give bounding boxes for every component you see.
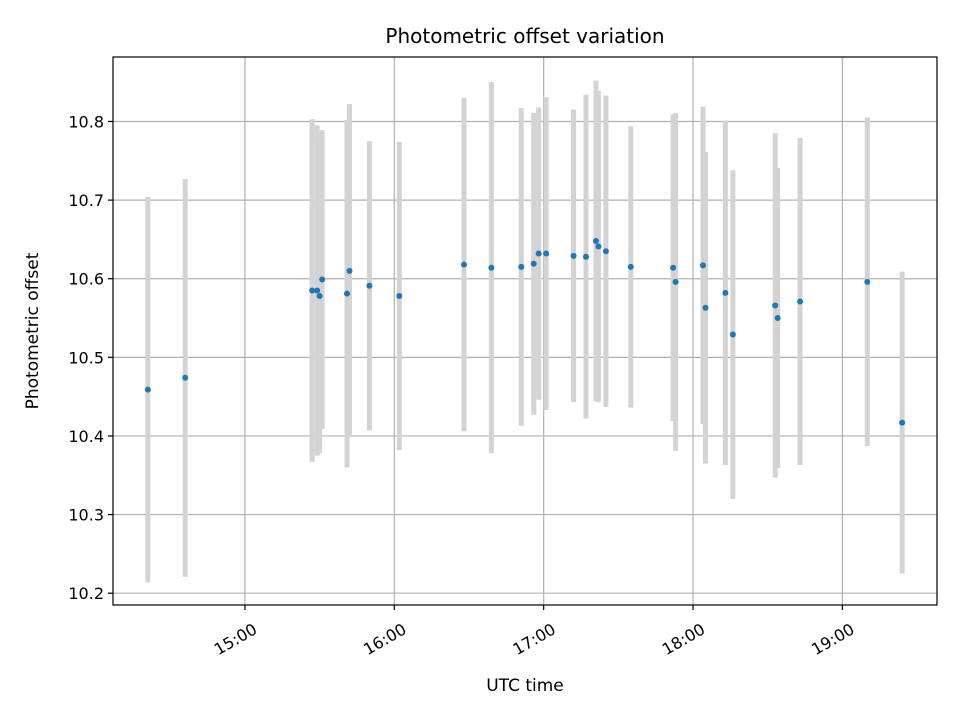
data-point (535, 250, 542, 257)
data-point (530, 260, 537, 267)
y-tick-label: 10.7 (68, 191, 104, 210)
data-point (699, 262, 706, 269)
y-tick-label: 10.2 (68, 584, 104, 603)
plot-frame (112, 56, 938, 606)
data-point (670, 264, 677, 271)
data-point (864, 278, 871, 285)
x-tick-label: 16:00 (360, 619, 409, 659)
plot-background (113, 57, 937, 605)
data-point (182, 374, 189, 381)
data-point (144, 386, 151, 393)
data-point (396, 293, 403, 300)
data-point (518, 263, 525, 270)
x-axis-label: UTC time (486, 676, 564, 696)
data-point (344, 290, 351, 297)
data-point (461, 261, 468, 268)
x-axis-ticks: 15:00 16:00 17:00 18:00 19:00 (211, 605, 858, 659)
data-point (729, 331, 736, 338)
data-point (319, 276, 326, 283)
data-point (602, 248, 609, 255)
x-tick-label: 18:00 (659, 619, 708, 659)
chart-title: Photometric offset variation (385, 24, 664, 48)
data-point (316, 293, 323, 300)
data-point (899, 419, 906, 426)
x-tick-label: 19:00 (808, 619, 857, 659)
y-tick-label: 10.4 (68, 427, 104, 446)
y-axis-ticks: 10.2 10.3 10.4 10.5 10.6 10.7 10.8 (68, 112, 113, 603)
x-tick-label: 15:00 (211, 619, 260, 659)
data-point (595, 243, 602, 250)
y-axis-label: Photometric offset (23, 252, 43, 409)
data-point (346, 267, 353, 274)
data-point (797, 298, 804, 305)
data-point (672, 278, 679, 285)
data-point (582, 253, 589, 260)
data-point (722, 289, 729, 296)
data-point (774, 315, 781, 322)
data-points (144, 237, 906, 426)
x-tick-label: 17:00 (509, 619, 558, 659)
y-tick-label: 10.6 (68, 270, 104, 289)
y-tick-label: 10.8 (68, 112, 104, 131)
data-point (488, 264, 495, 271)
data-point (627, 263, 634, 270)
y-tick-label: 10.3 (68, 506, 104, 525)
data-point (570, 252, 577, 259)
data-point (592, 237, 599, 244)
y-tick-label: 10.5 (68, 348, 104, 367)
data-point (702, 304, 709, 311)
data-point (543, 250, 550, 257)
data-point (366, 282, 373, 289)
data-point (314, 287, 321, 294)
data-point (772, 302, 779, 309)
data-point (309, 287, 316, 294)
